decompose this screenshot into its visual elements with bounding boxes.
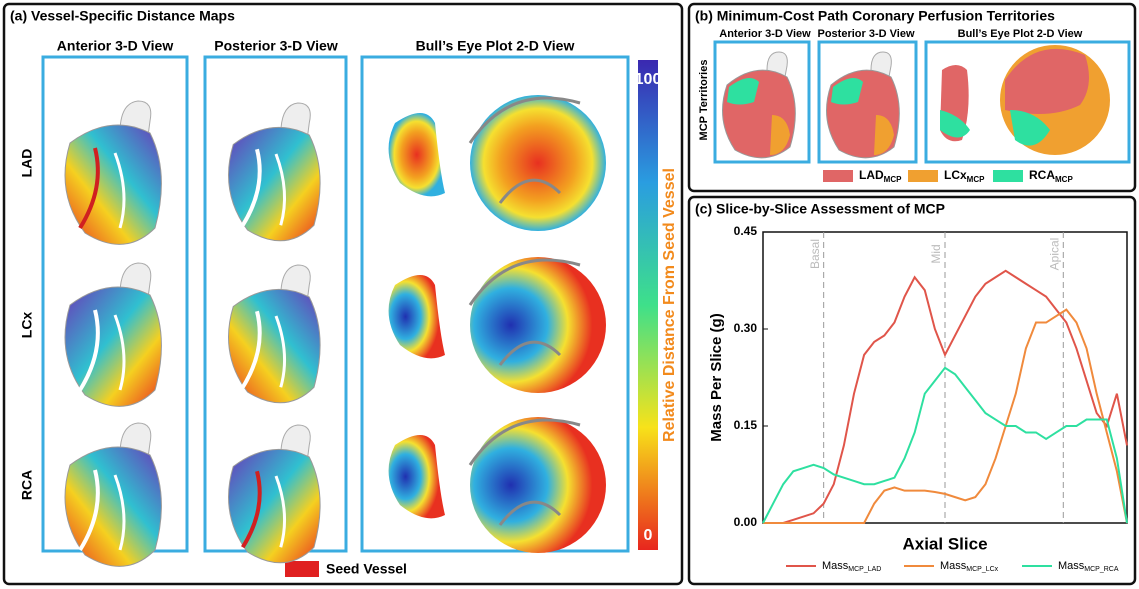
legend-swatch <box>908 170 938 182</box>
legend-label: MassMCP_LCx <box>940 560 999 573</box>
legend-label: Seed Vessel <box>326 561 407 577</box>
legend-label: RCAMCP <box>1029 168 1073 184</box>
region-label: Mid <box>929 244 943 263</box>
column-header: Anterior 3-D View <box>57 38 174 54</box>
legend-label: MassMCP_LAD <box>822 560 881 573</box>
legend-name: Mass <box>822 560 849 572</box>
legend-sub: MCP_LAD <box>848 566 881 573</box>
legend-name: LAD <box>859 168 884 182</box>
column-header: Bull’s Eye Plot 2-D View <box>958 28 1083 40</box>
legend-label: LCxMCP <box>944 168 985 184</box>
bullseye <box>470 417 606 553</box>
column-header: Posterior 3-D View <box>214 38 338 54</box>
figure: (a) Vessel-Specific Distance Maps Anteri… <box>0 0 1139 589</box>
row-label: RCA <box>19 470 35 500</box>
legend-name: RCA <box>1029 168 1055 182</box>
column-header: Anterior 3-D View <box>719 28 811 40</box>
colorbar-tick-label: 100 <box>635 71 662 88</box>
legend-sub: MCP <box>884 175 902 184</box>
colorbar-tick-label: 0 <box>644 527 653 544</box>
legend-swatch <box>993 170 1023 182</box>
bullseye-partial <box>389 275 445 358</box>
column-header: Posterior 3-D View <box>818 28 915 40</box>
chart-title: (c) Slice-by-Slice Assessment of MCP <box>695 201 945 217</box>
panel-title: (b) Minimum-Cost Path Coronary Perfusion… <box>695 8 1055 24</box>
region-label: Basal <box>808 239 822 269</box>
legend-sub: MCP_LCx <box>966 566 998 573</box>
legend-swatch <box>823 170 853 182</box>
y-tick-label: 0.00 <box>734 515 758 529</box>
territory <box>1005 49 1089 114</box>
row-label: MCP Territories <box>698 60 710 141</box>
y-tick-label: 0.30 <box>734 321 758 335</box>
bullseye-partial <box>389 435 445 518</box>
region-label: Apical <box>1047 238 1061 271</box>
colorbar-title: Relative Distance From Seed Vessel <box>661 168 678 442</box>
row-label: LAD <box>19 149 35 178</box>
y-tick-label: 0.15 <box>734 418 758 432</box>
legend-label: LADMCP <box>859 168 902 184</box>
column-header: Bull’s Eye Plot 2-D View <box>416 38 575 54</box>
legend-name: Mass <box>1058 560 1085 572</box>
y-tick-label: 0.45 <box>734 224 758 238</box>
panel-title: (a) Vessel-Specific Distance Maps <box>10 8 235 24</box>
row-label: LCx <box>19 312 35 339</box>
legend-sub: MCP <box>1055 175 1073 184</box>
legend-sub: MCP <box>967 175 985 184</box>
y-axis-label: Mass Per Slice (g) <box>708 313 725 441</box>
bullseye <box>470 257 606 393</box>
x-axis-label: Axial Slice <box>902 534 987 553</box>
legend-sub: MCP_RCA <box>1084 566 1119 573</box>
legend-swatch <box>285 561 319 577</box>
bullseye-partial <box>389 113 445 196</box>
legend-name: Mass <box>940 560 967 572</box>
colorbar <box>638 60 658 550</box>
bullseye <box>470 95 606 231</box>
legend-label: MassMCP_RCA <box>1058 560 1119 573</box>
legend-name: LCx <box>944 168 967 182</box>
